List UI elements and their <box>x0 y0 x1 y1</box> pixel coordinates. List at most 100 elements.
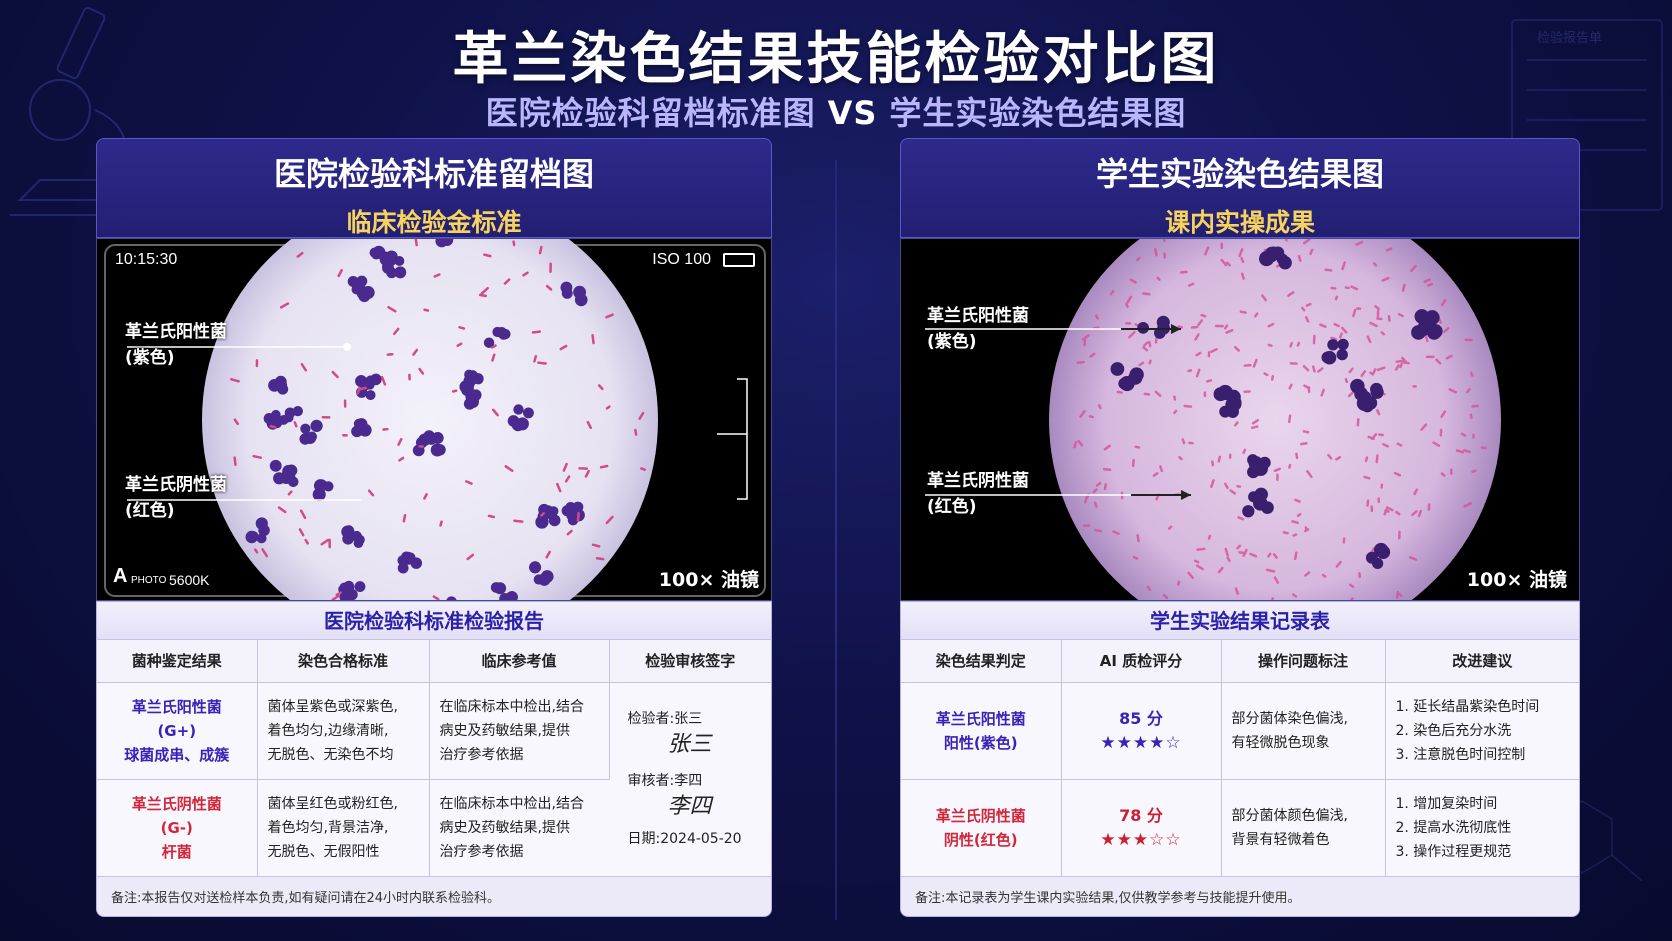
rod-cell <box>1346 597 1354 600</box>
reference-line: 病史及药敏结果,提供 <box>439 819 570 836</box>
rod-cell <box>1126 295 1133 304</box>
rod-cell <box>269 424 277 429</box>
rod-cell <box>1411 510 1418 517</box>
result-cell: 革兰氏阳性菌 阳性(紫色) <box>901 682 1062 780</box>
star-rating-icon: ★★★★☆ <box>1100 732 1182 753</box>
rod-cell <box>1364 456 1369 463</box>
rod-cell <box>328 538 331 549</box>
coccus-cell <box>1129 367 1144 382</box>
rod-cell <box>1341 261 1346 271</box>
magnification-label: 100× 油镜 <box>658 569 759 591</box>
inspector-signature: 张三 <box>667 732 712 757</box>
rod-cell <box>1229 489 1237 495</box>
rod-cell <box>418 445 424 448</box>
standard-line: 菌体呈紫色或深紫色, <box>267 698 398 715</box>
column-header: 菌种鉴定结果 <box>97 640 258 683</box>
rod-cell <box>1401 283 1406 292</box>
issue-cell: 部分菌体颜色偏浅, 背景有轻微着色 <box>1221 779 1386 877</box>
reference-line: 治疗参考依据 <box>439 746 524 763</box>
rod-cell <box>1288 463 1292 469</box>
rod-cell <box>233 418 240 426</box>
rod-cell <box>418 367 425 375</box>
coccus-cell <box>361 286 375 299</box>
rod-cell <box>522 271 529 277</box>
coccus-cell <box>1354 387 1369 401</box>
rod-cell <box>1136 534 1140 543</box>
rod-cell <box>1093 501 1098 508</box>
coccus-cell <box>1428 324 1443 339</box>
rod-cell <box>1376 309 1380 318</box>
hospital-report-note: 备注:本报告仅对送检样本负责,如有疑问请在24小时内联系检验科。 <box>111 891 501 906</box>
standard-line: 无脱色、无染色不均 <box>267 746 394 763</box>
coccus-cell <box>1424 310 1440 326</box>
rod-cell <box>1410 264 1417 273</box>
rod-cell <box>578 467 589 470</box>
rod-cell <box>1302 364 1310 372</box>
rod-cell <box>1372 368 1377 375</box>
camera-brand: PHOTO <box>131 575 167 586</box>
rod-cell <box>1195 351 1202 357</box>
rod-cell <box>1167 525 1173 530</box>
advice-cell: 1. 增加复染时间 2. 提高水洗彻底性 3. 操作过程更规范 <box>1385 779 1579 877</box>
rod-cell <box>1385 506 1394 512</box>
coccus-cell <box>1278 256 1292 270</box>
coccus-cell <box>1137 321 1150 334</box>
rod-cell <box>1401 356 1408 364</box>
rod-cell <box>1465 387 1471 394</box>
rod-cell <box>1236 544 1242 550</box>
rod-cell <box>1263 372 1269 377</box>
column-header: 操作问题标注 <box>1221 640 1386 683</box>
hospital-panel-header: 医院检验科标准留档图 临床检验金标准 <box>96 138 772 238</box>
gram-positive-label-name: 革兰氏阳性菌 <box>927 306 1029 326</box>
rod-cell <box>1374 305 1380 311</box>
rod-cell <box>1193 559 1200 564</box>
student-report-note: 备注:本记录表为学生课内实验结果,仅供教学参考与技能提升使用。 <box>915 891 1301 906</box>
rod-cell <box>1240 272 1245 280</box>
gram-negative-label: 革兰氏阴性菌 (红色) <box>125 472 227 524</box>
coccus-cell <box>523 407 534 419</box>
rod-cell <box>1427 282 1434 287</box>
rod-cell <box>1369 371 1375 376</box>
rod-cell <box>1217 455 1222 463</box>
rod-cell <box>432 595 440 600</box>
star-rating-icon: ★★★☆☆ <box>1100 829 1182 850</box>
rod-cell <box>255 359 259 368</box>
rod-cell <box>1188 282 1195 287</box>
rod-cell <box>1132 555 1139 560</box>
rod-cell <box>1295 452 1299 460</box>
rod-cell <box>1338 332 1343 339</box>
rod-cell <box>331 594 340 600</box>
coccus-cell <box>1376 545 1391 560</box>
gram-negative-label-name: 革兰氏阴性菌 <box>927 471 1029 491</box>
rod-cell <box>1344 286 1350 290</box>
table-row: 革兰氏阴性菌 阴性(红色) 78 分 ★★★☆☆ 部分菌体颜色偏浅, 背景有轻微… <box>901 779 1579 877</box>
rod-cell <box>1077 439 1084 447</box>
rod-cell <box>1273 576 1280 584</box>
rod-cell <box>1296 341 1301 347</box>
rod-cell <box>1306 470 1313 479</box>
rod-cell <box>1377 497 1381 504</box>
student-microscope-field <box>925 239 1501 600</box>
rod-cell <box>1203 391 1207 398</box>
coccus-cell <box>1248 455 1263 471</box>
rod-cell <box>451 389 458 393</box>
rod-cell <box>1239 310 1247 314</box>
rod-cell <box>487 514 496 519</box>
rod-cell <box>287 490 293 496</box>
rod-cell <box>408 373 411 381</box>
rod-cell <box>1196 547 1206 551</box>
rod-cell <box>1294 498 1301 503</box>
rod-cell <box>490 344 497 349</box>
reference-cell: 在临床标本中检出,结合 病史及药敏结果,提供 治疗参考依据 <box>429 779 609 877</box>
subtitle-left: 医院检验科留档标准图 <box>485 94 816 132</box>
student-report-title: 学生实验结果记录表 <box>901 602 1579 640</box>
coccus-cell <box>494 582 507 595</box>
advice-cell: 1. 延长结晶紫染色时间 2. 染色后充分水洗 3. 注意脱色时间控制 <box>1385 682 1579 780</box>
rod-cell <box>1224 482 1229 490</box>
gram-positive-label-name: 革兰氏阳性菌 <box>125 322 227 342</box>
rod-cell <box>1183 404 1193 408</box>
gram-positive-label-color: (紫色) <box>927 332 977 352</box>
subtitle-vs: VS <box>827 94 878 132</box>
column-header: 临床参考值 <box>429 640 610 683</box>
rod-cell <box>458 325 466 330</box>
